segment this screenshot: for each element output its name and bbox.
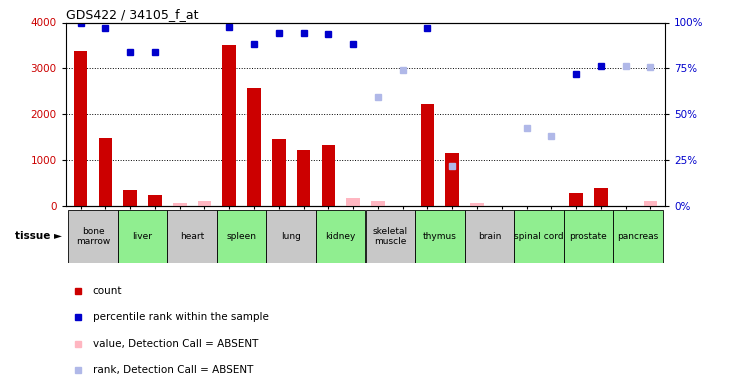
Bar	[247, 88, 261, 206]
Bar	[272, 139, 286, 206]
Bar	[366, 210, 415, 262]
Text: tissue ►: tissue ►	[15, 231, 62, 241]
Bar	[222, 45, 236, 206]
Text: spleen: spleen	[227, 232, 257, 241]
Bar	[266, 210, 316, 262]
Text: lung: lung	[281, 232, 301, 241]
Text: rank, Detection Call = ABSENT: rank, Detection Call = ABSENT	[93, 365, 253, 375]
Bar	[371, 201, 385, 206]
Bar	[68, 210, 118, 262]
Bar	[322, 145, 335, 206]
Bar	[197, 201, 211, 206]
Bar	[124, 190, 137, 206]
Bar	[415, 210, 465, 262]
Text: prostate: prostate	[569, 232, 607, 241]
Bar	[74, 51, 88, 206]
Bar	[99, 138, 113, 206]
Text: bone
marrow: bone marrow	[76, 226, 110, 246]
Bar	[514, 210, 564, 262]
Bar	[465, 210, 514, 262]
Text: thymus: thymus	[423, 232, 457, 241]
Bar	[346, 198, 360, 206]
Text: GDS422 / 34105_f_at: GDS422 / 34105_f_at	[66, 8, 198, 21]
Bar	[470, 204, 484, 206]
Bar	[148, 195, 162, 206]
Bar	[569, 194, 583, 206]
Bar	[420, 104, 434, 206]
Text: brain: brain	[477, 232, 501, 241]
Text: pancreas: pancreas	[618, 232, 659, 241]
Text: kidney: kidney	[325, 232, 356, 241]
Bar	[643, 201, 657, 206]
Bar	[316, 210, 366, 262]
Text: count: count	[93, 286, 122, 296]
Bar	[217, 210, 266, 262]
Text: heart: heart	[180, 232, 204, 241]
Bar	[594, 188, 607, 206]
Text: liver: liver	[132, 232, 153, 241]
Bar	[564, 210, 613, 262]
Text: spinal cord: spinal cord	[514, 232, 564, 241]
Text: percentile rank within the sample: percentile rank within the sample	[93, 312, 268, 322]
Text: skeletal
muscle: skeletal muscle	[373, 226, 408, 246]
Text: value, Detection Call = ABSENT: value, Detection Call = ABSENT	[93, 339, 258, 348]
Bar	[445, 153, 459, 206]
Bar	[613, 210, 663, 262]
Bar	[173, 202, 186, 206]
Bar	[167, 210, 217, 262]
Bar	[118, 210, 167, 262]
Bar	[297, 150, 311, 206]
